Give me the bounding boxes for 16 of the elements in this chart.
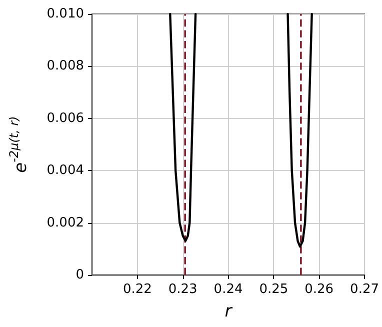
y-tick-label: 0.004	[46, 163, 84, 178]
y-tick-label: 0.008	[46, 58, 84, 74]
y-axis-title: e-2μ(t, r)	[7, 116, 31, 173]
line-series	[286, 12, 313, 248]
y-tick-label: 0.006	[46, 110, 84, 126]
line-series	[169, 12, 197, 242]
x-tick-label: 0.23	[168, 282, 198, 297]
x-tick-label: 0.26	[304, 282, 334, 297]
y-tick-label: 0.010	[46, 6, 84, 22]
y-tick-label: 0	[76, 268, 84, 282]
y-tick-label: 0.002	[46, 215, 84, 230]
x-tick-label: 0.25	[259, 282, 288, 297]
x-tick-label: 0.22	[122, 282, 152, 297]
x-axis-title: r	[224, 302, 233, 322]
x-tick-label: 0.27	[350, 282, 380, 297]
x-tick-label: 0.24	[214, 282, 243, 297]
